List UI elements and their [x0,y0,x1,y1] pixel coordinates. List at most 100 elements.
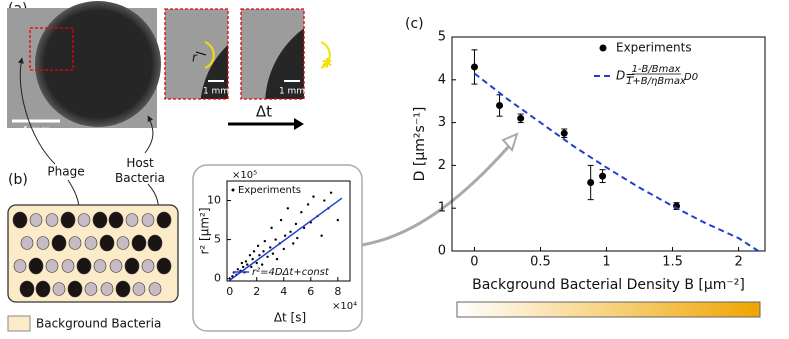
data-point [336,218,340,222]
y-tick-label: 5 [214,233,221,246]
cell [109,259,123,273]
data-point [274,238,277,241]
cell [67,280,83,298]
data-point [266,255,269,258]
cell [68,236,82,250]
x-tick-label: 2 [734,255,742,270]
axes-frame [226,180,351,282]
legend-label: 1+B/ηBmax [626,76,686,87]
cell [28,257,44,275]
data-point [260,263,264,266]
cells [12,211,172,298]
y-tick-label: 0 [438,244,446,259]
y-tick-label: 10 [207,194,221,207]
x-tick-label: 6 [307,285,314,298]
data-point [263,239,267,243]
legend-label: Experiments [616,41,692,55]
y-multiplier: ×10⁵ [232,170,257,181]
cell [35,280,51,298]
y-axis-label: D [μm²s⁻¹] [412,107,428,182]
cell [156,257,172,275]
legend-label: D0 [684,72,698,83]
cell [147,234,163,252]
cell [93,259,107,273]
delta-t-label: Δt [256,103,272,121]
bacteria-box [7,204,179,303]
data-point [289,230,292,233]
x-axis-label: Background Bacterial Density B [μm⁻²] [472,277,745,293]
zoom-image [165,9,228,99]
data-point [256,244,260,248]
axes-frame [451,36,766,252]
cell [131,234,147,252]
cell [60,211,76,229]
inset-frame [192,164,363,332]
x-tick-label: 1.5 [662,255,683,270]
x-axis-label: Δt [s] [274,311,306,325]
zoom-image [241,9,304,99]
data-point [294,222,298,226]
legend-label: D= [616,69,635,83]
cell [77,213,91,227]
legend-marker [599,44,607,52]
cell [148,282,162,296]
cell [29,213,43,227]
data-point [270,226,273,230]
legend-label: Experiments [238,185,301,196]
data-point [282,247,285,251]
star: ✱ [322,57,333,72]
x-multiplier: ×10⁴ [332,301,357,312]
data-point [240,261,244,265]
front-arc [204,41,215,69]
y-axis-label: r² [μm²] [198,207,212,254]
cell [61,259,75,273]
legend-label: Background Bacteria [36,317,161,331]
front-arc [320,41,331,69]
x-tick-label: 4 [280,285,287,298]
cell [115,280,131,298]
data-point [275,257,279,261]
data-point [320,234,323,237]
cell [36,236,50,250]
data-point [279,218,283,222]
radius-arrow [195,51,207,56]
y-tick-label: 2 [438,158,446,173]
y-tick-label: 4 [438,72,446,87]
legend-swatch [7,315,31,332]
data-point [271,252,275,255]
data-point [306,203,310,206]
cell [99,234,115,252]
data-point [560,129,568,137]
phage-label: Phage [47,165,84,179]
cell [19,280,35,298]
cell [20,236,34,250]
cell [84,282,98,296]
data-point [517,114,525,122]
data-point [587,179,595,187]
scale-label: 1 mm [203,87,229,97]
data-point [251,257,254,261]
data-point [296,236,299,240]
zoom-border [240,8,305,100]
data-point [329,191,333,194]
data-point [312,195,315,198]
data-point [248,254,252,257]
data-point [300,211,303,214]
y-tick-label: 1 [438,201,446,216]
scale-label: 1 mm [279,87,305,97]
fit-line [473,72,759,252]
data-point [246,263,249,266]
x-tick-label: 0 [470,255,478,270]
cell [125,213,139,227]
cell [141,213,155,227]
data-point [252,250,256,253]
fit-line [229,197,343,281]
data-point [496,101,504,109]
legend-marker [231,188,235,192]
panel-label: (b) [8,172,28,188]
data-point [283,234,287,237]
photo: 4 mm [7,1,161,136]
data-point [470,63,478,71]
y-tick-label: 5 [438,30,446,45]
data-point [269,246,272,249]
